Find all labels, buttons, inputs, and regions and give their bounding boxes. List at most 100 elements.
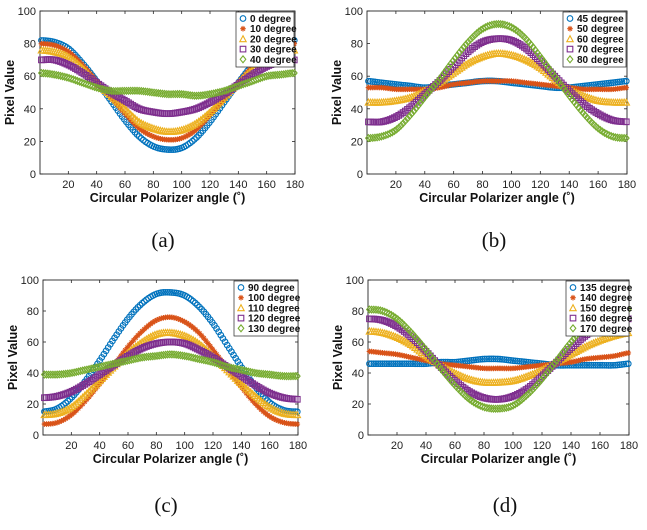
- data-point: [78, 393, 87, 401]
- series-130-degree: [40, 350, 301, 381]
- data-point: [211, 102, 220, 110]
- data-point: [238, 365, 246, 375]
- x-tick-label: 100: [502, 179, 520, 191]
- data-point: [141, 326, 148, 332]
- legend-marker: [237, 324, 245, 333]
- data-point: [585, 361, 593, 369]
- data-point: [251, 400, 258, 407]
- data-point: [290, 68, 298, 78]
- data-point: [601, 80, 608, 87]
- y-tick-label: 80: [352, 306, 364, 318]
- data-point: [102, 347, 110, 355]
- data-point: [603, 114, 611, 122]
- data-point: [622, 133, 630, 143]
- y-axis-label: Pixel Value: [330, 60, 344, 125]
- data-point: [376, 306, 384, 315]
- data-point: [477, 25, 485, 35]
- data-point: [264, 388, 271, 396]
- data-point: [249, 368, 257, 377]
- data-point: [473, 29, 481, 38]
- x-tick-label: 120: [204, 440, 222, 452]
- data-point: [176, 351, 184, 360]
- data-point: [622, 97, 631, 106]
- data-point: [189, 343, 197, 351]
- data-point: [468, 389, 476, 397]
- data-point: [510, 37, 517, 45]
- x-tick-label: 40: [419, 179, 431, 191]
- data-point: [133, 86, 141, 96]
- x-tick-label: 40: [94, 440, 106, 452]
- data-point: [93, 83, 101, 92]
- data-point: [468, 33, 476, 42]
- data-point: [384, 330, 394, 338]
- y-tick-label: 80: [27, 306, 39, 318]
- data-point: [191, 136, 198, 143]
- data-point: [423, 88, 431, 96]
- legend-marker: [568, 303, 578, 312]
- data-point: [383, 360, 391, 368]
- data-point: [467, 375, 476, 384]
- data-point: [394, 360, 402, 368]
- legend-entry: 110 degree: [248, 303, 300, 314]
- data-point: [200, 112, 210, 120]
- data-point: [227, 363, 235, 373]
- data-point: [535, 378, 543, 387]
- data-point: [139, 86, 147, 96]
- data-point: [145, 342, 152, 350]
- data-point: [134, 346, 142, 354]
- data-point: [185, 341, 193, 349]
- data-point: [213, 358, 221, 368]
- data-point: [256, 404, 262, 411]
- data-point: [142, 87, 150, 96]
- legend-entry: 20 degree: [250, 34, 297, 45]
- data-point: [53, 43, 60, 49]
- data-point: [366, 360, 373, 368]
- data-point: [127, 117, 134, 123]
- data-point: [511, 51, 520, 60]
- legend-marker: [240, 25, 246, 32]
- data-point: [198, 113, 208, 122]
- data-point: [529, 385, 537, 395]
- data-point: [56, 419, 63, 425]
- data-point: [393, 125, 401, 134]
- data-point: [174, 350, 182, 360]
- data-point: [176, 135, 183, 142]
- x-tick-label: 180: [620, 440, 638, 452]
- data-point: [89, 382, 98, 391]
- data-point: [181, 340, 189, 347]
- data-point: [379, 360, 386, 368]
- data-point: [622, 118, 630, 126]
- data-point: [622, 360, 630, 368]
- data-point: [442, 65, 450, 74]
- data-point: [128, 339, 135, 346]
- data-point: [445, 62, 453, 71]
- data-point: [130, 337, 137, 343]
- data-point: [122, 347, 128, 353]
- data-point: [561, 344, 569, 354]
- data-point: [400, 360, 408, 368]
- x-tick-label: 140: [232, 440, 250, 452]
- data-point: [513, 52, 523, 61]
- data-point: [475, 27, 483, 36]
- data-point: [432, 79, 440, 89]
- data-point: [186, 90, 194, 100]
- data-point: [370, 360, 378, 368]
- legend-entry: 160 degree: [580, 314, 633, 325]
- data-point: [87, 384, 96, 393]
- data-point: [440, 68, 448, 77]
- x-tick-label: 20: [390, 179, 402, 191]
- data-point: [398, 360, 406, 368]
- legend-marker: [238, 294, 244, 301]
- data-point: [80, 390, 89, 399]
- panel-caption: (d): [493, 493, 518, 517]
- data-point: [460, 52, 468, 60]
- data-point: [135, 133, 143, 140]
- data-point: [40, 68, 48, 78]
- data-point: [197, 122, 204, 129]
- data-point: [542, 370, 550, 380]
- data-point: [207, 343, 213, 349]
- data-point: [84, 386, 94, 395]
- x-tick-label: 160: [260, 440, 278, 452]
- data-point: [44, 69, 52, 78]
- data-point: [219, 98, 225, 105]
